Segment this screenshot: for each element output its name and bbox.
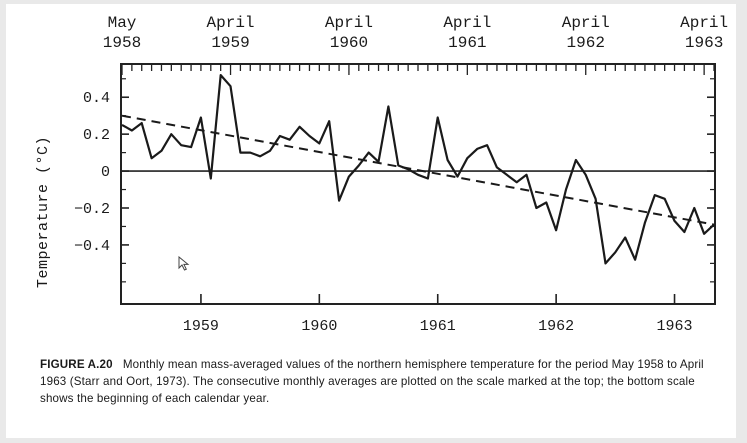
y-axis-tick-label: 0.2 xyxy=(83,127,110,144)
bottom-axis-label: 1963 xyxy=(657,318,693,335)
top-axis-label-month: April xyxy=(443,14,491,32)
figure-caption: FIGURE A.20 Monthly mean mass-averaged v… xyxy=(40,356,726,407)
caption-text: Monthly mean mass-averaged values of the… xyxy=(40,358,704,405)
mouse-cursor-icon xyxy=(178,256,190,271)
top-axis-label-year: 1961 xyxy=(448,34,486,52)
bottom-axis-label: 1959 xyxy=(183,318,219,335)
top-axis-label-month: April xyxy=(562,14,610,32)
top-axis-label-month: April xyxy=(325,14,373,32)
temperature-chart: May 1958 April 1959 April 1960 April 1961 April 1… xyxy=(35,14,728,335)
y-axis-tick-label: 0 xyxy=(101,164,110,181)
trend-line-dashed xyxy=(121,114,715,226)
top-axis-label-year: 1959 xyxy=(211,34,249,52)
figure-page: May 1958 April 1959 April 1960 April 1961 April 1… xyxy=(6,4,736,438)
top-axis-label-year: 1958 xyxy=(103,34,141,52)
y-axis-tick-label: −0.4 xyxy=(74,238,110,255)
top-axis-label-year: 1963 xyxy=(685,34,723,52)
top-axis-label-month: April xyxy=(680,14,728,32)
y-axis-tick-label: −0.2 xyxy=(74,201,110,218)
top-axis-label-year: 1962 xyxy=(567,34,605,52)
plot-frame xyxy=(120,63,716,305)
y-axis-tick-label: 0.4 xyxy=(83,90,110,107)
temperature-series-line xyxy=(121,74,715,265)
bottom-axis-label: 1960 xyxy=(301,318,337,335)
top-axis-label-year: 1960 xyxy=(330,34,368,52)
top-axis-label-month: May xyxy=(108,14,137,32)
caption-label: FIGURE A.20 xyxy=(40,358,113,371)
bottom-axis-label: 1961 xyxy=(420,318,456,335)
top-axis-label-month: April xyxy=(207,14,255,32)
bottom-axis-label: 1962 xyxy=(538,318,574,335)
y-axis-label: Temperature (°C) xyxy=(35,136,52,288)
